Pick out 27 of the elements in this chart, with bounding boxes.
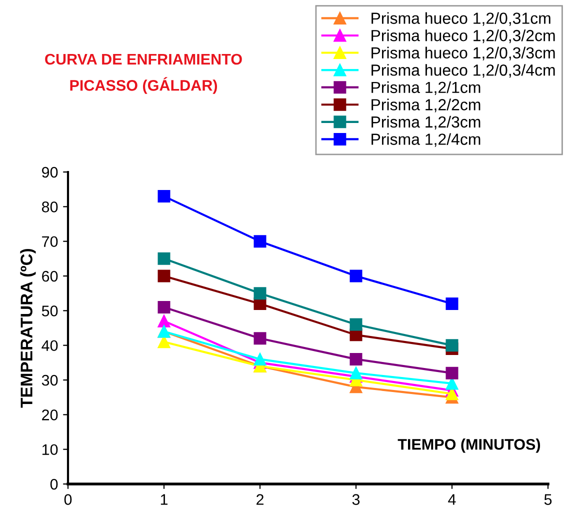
y-tick-label: 0 xyxy=(50,478,58,490)
x-tick-label: 4 xyxy=(448,494,456,505)
x-tick-label: 2 xyxy=(256,494,264,505)
legend-label: Prisma 1,2/1cm xyxy=(372,81,480,95)
x-tick-label: 1 xyxy=(160,494,168,505)
y-tick-label: 80 xyxy=(42,202,58,212)
x-tick-label: 0 xyxy=(64,494,72,505)
y-tick-label: 30 xyxy=(42,374,58,386)
x-axis-title: TIEMPO (MINUTOS) xyxy=(398,438,540,453)
y-tick-label: 90 xyxy=(42,166,58,178)
chart-title: CURVA DE ENFRIAMIENTO PICASSO (GÁLDAR) xyxy=(45,54,242,94)
legend-label: Prisma 1,2/3cm xyxy=(372,116,480,130)
legend-label: Prisma hueco 1,2/0,3/2cm xyxy=(372,30,555,44)
legend-label: Prisma hueco 1,2/0,3/3cm xyxy=(372,46,555,60)
y-tick-label: 20 xyxy=(42,410,58,420)
y-tick-label: 10 xyxy=(42,444,58,456)
x-tick-label: 3 xyxy=(352,494,360,505)
y-tick-label: 60 xyxy=(42,270,58,282)
legend-label: Prisma hueco 1,2/0,31cm xyxy=(372,12,550,26)
legend-label: Prisma 1,2/4cm xyxy=(372,133,480,147)
legend-label: Prisma hueco 1,2/0,3/4cm xyxy=(372,64,555,78)
x-tick-label: 5 xyxy=(544,494,552,505)
y-tick-label: 50 xyxy=(42,306,58,316)
y-axis-title: TEMPERATURA (ºC) xyxy=(20,248,36,408)
y-tick-label: 40 xyxy=(42,340,58,352)
y-tick-label: 70 xyxy=(42,236,58,248)
legend-label: Prisma 1,2/2cm xyxy=(372,98,480,112)
